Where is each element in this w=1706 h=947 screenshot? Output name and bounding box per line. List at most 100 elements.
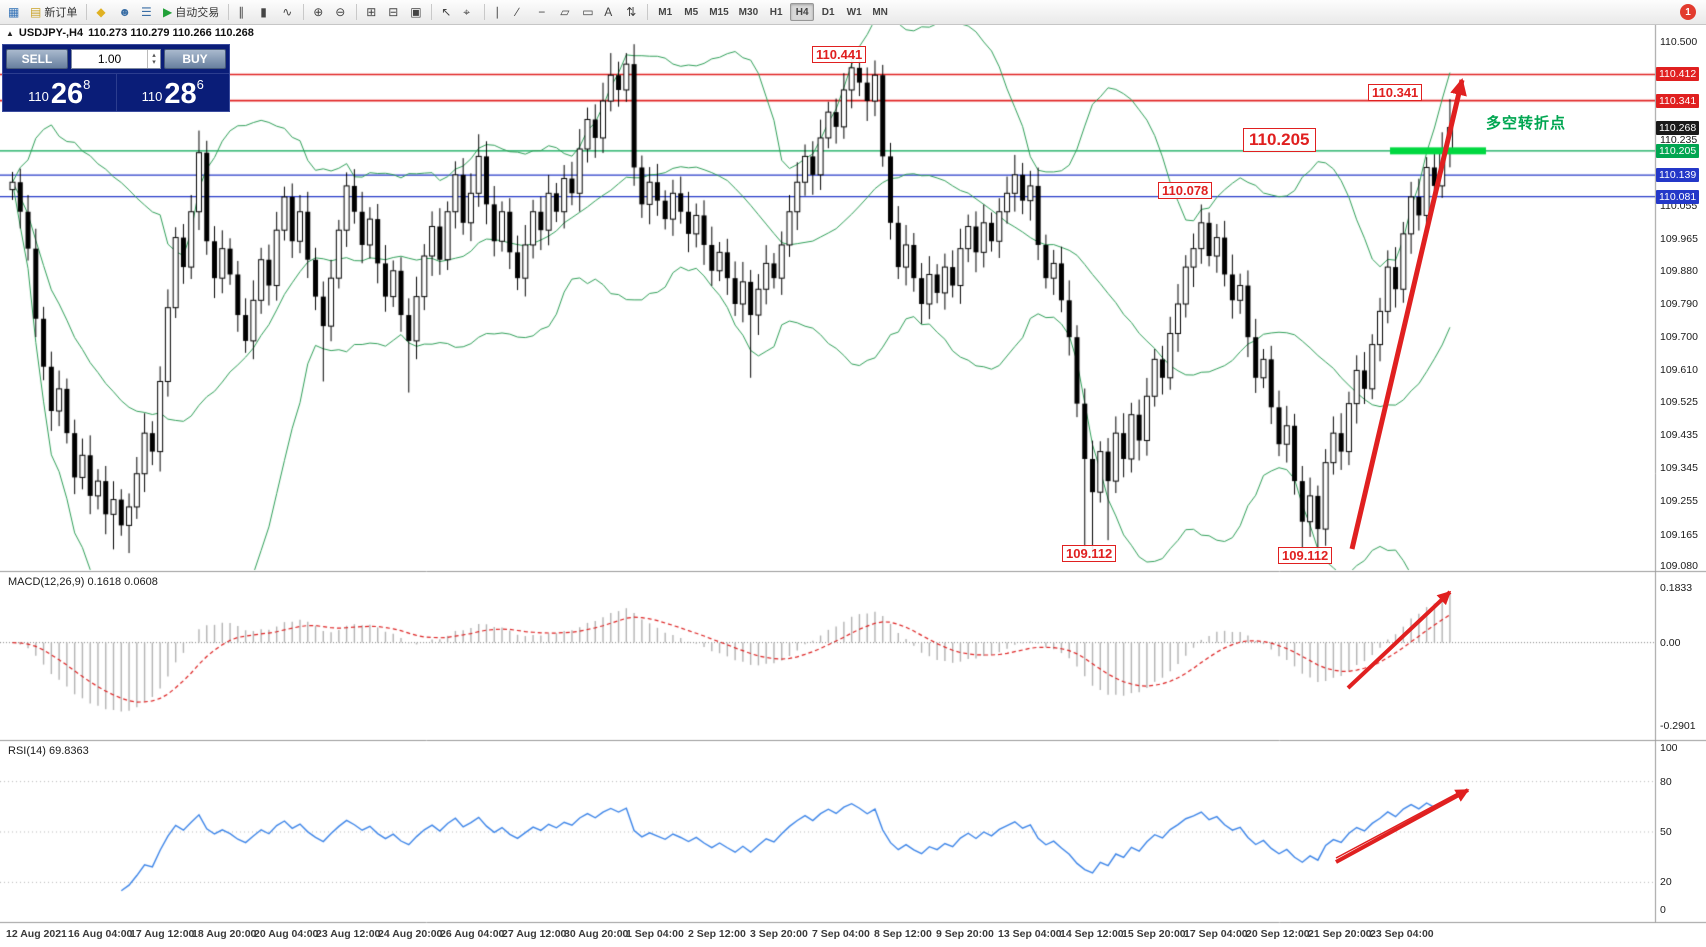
line-chart-icon: ∿ [282, 5, 293, 19]
price-badge-110.205: 110.205 [1656, 143, 1700, 158]
cursor-icon[interactable]: ↖ [437, 2, 457, 22]
history-icon[interactable]: ☰ [137, 2, 157, 22]
vertical-line-icon[interactable]: ∣ [490, 2, 510, 22]
price-tick: 109.255 [1660, 495, 1698, 508]
timeframe-button-H1[interactable]: H1 [764, 3, 788, 21]
timeframe-button-M1[interactable]: M1 [653, 3, 677, 21]
price-tick: 109.610 [1660, 364, 1698, 377]
rsi-axis-label: 80 [1660, 775, 1672, 788]
timeframe-button-M15[interactable]: M15 [705, 3, 732, 21]
auto-arrange-icon: ▣ [410, 5, 422, 19]
line-chart-icon[interactable]: ∿ [278, 2, 298, 22]
trendline-icon: ∕ [516, 5, 519, 19]
macd-label: MACD(12,26,9) 0.1618 0.0608 [8, 576, 158, 588]
timeframe-button-MN[interactable]: MN [868, 3, 892, 21]
turning-point-note: 多空转折点 [1486, 115, 1567, 132]
cascade-windows-icon[interactable]: ⊟ [384, 2, 404, 22]
price-callout-110.205: 110.205 [1243, 128, 1316, 152]
toolbar-separator [356, 4, 358, 20]
bar-chart-icon: ∥ [238, 5, 245, 19]
crosshair-icon[interactable]: ⌖ [459, 2, 479, 22]
accounts-icon: ☻ [118, 5, 131, 19]
tile-windows-icon[interactable]: ⊞ [362, 2, 382, 22]
price-divider [115, 74, 117, 111]
candlestick-chart-icon[interactable]: ▮ [256, 2, 276, 22]
symbol-period: USDJPY-,H4 [18, 27, 84, 39]
price-callout-110.078: 110.078 [1158, 182, 1213, 199]
zoom-out-icon: ⊖ [335, 5, 346, 19]
favorites-icon[interactable]: ◆ [92, 2, 112, 22]
zoom-in-icon[interactable]: ⊕ [309, 2, 329, 22]
sell-price-pip: 8 [83, 77, 91, 92]
timeframe-button-H4[interactable]: H4 [790, 3, 815, 21]
new-order-button[interactable]: ▤ 新订单 [26, 2, 81, 22]
arrows-icon: ⇅ [626, 5, 637, 19]
zoom-out-icon[interactable]: ⊖ [331, 2, 351, 22]
autotrade-button: ▶ [162, 5, 173, 19]
time-axis-label: 15 Sep 20:00 [1122, 928, 1186, 940]
buy-price[interactable]: 110 28 6 [117, 74, 230, 111]
timeframe-button-M5[interactable]: M5 [679, 3, 703, 21]
bar-chart-icon[interactable]: ∥ [234, 2, 254, 22]
macd-axis-label: 0.1833 [1660, 581, 1693, 594]
lot-stepper[interactable]: ▴ ▾ [147, 50, 160, 68]
cascade-windows-icon: ⊟ [388, 5, 399, 19]
cursor-icon: ↖ [441, 5, 452, 19]
ohlc-values: 110.273 110.279 110.266 110.268 [88, 27, 254, 39]
lot-size-field[interactable]: 1.00 ▴ ▾ [71, 49, 161, 69]
price-badge-110.081: 110.081 [1656, 189, 1700, 204]
buy-price-pip: 6 [196, 77, 204, 92]
price-tick: 109.165 [1660, 528, 1698, 541]
trendline-icon[interactable]: ∕ [512, 2, 532, 22]
autotrade-button-label: 自动交易 [175, 7, 220, 19]
price-tick: 109.965 [1660, 233, 1698, 246]
toolbar-separator [303, 4, 305, 20]
toolbar-separator [647, 4, 649, 20]
oneclick-toggle-icon[interactable]: ▲ [6, 28, 14, 38]
price-tick: 109.790 [1660, 297, 1698, 310]
one-click-trading-panel: SELL 1.00 ▴ ▾ BUY 110 26 8 110 28 6 [2, 44, 230, 112]
price-tick: 109.435 [1660, 428, 1698, 441]
timeframe-button-D1[interactable]: D1 [816, 3, 840, 21]
time-axis-label: 17 Sep 04:00 [1184, 928, 1248, 940]
horizontal-line-icon: − [538, 5, 546, 19]
lot-down-icon[interactable]: ▾ [152, 59, 156, 66]
sell-price[interactable]: 110 26 8 [3, 74, 116, 111]
price-badge-110.412: 110.412 [1656, 67, 1700, 82]
lot-value[interactable]: 1.00 [97, 52, 122, 66]
terminal-icon[interactable]: ▦ [4, 2, 24, 22]
timeframe-button-W1[interactable]: W1 [842, 3, 866, 21]
sell-button[interactable]: SELL [6, 49, 68, 69]
time-axis-label: 14 Sep 12:00 [1060, 928, 1124, 940]
price-badge-110.139: 110.139 [1656, 168, 1700, 183]
price-tick: 109.080 [1660, 559, 1698, 572]
text-icon[interactable]: A [600, 2, 620, 22]
toolbar-separator [228, 4, 230, 20]
price-badge-110.341: 110.341 [1656, 93, 1700, 108]
toolbar: ▦ ▤ 新订单 ◆ ☻ ☰ ▶ 自动交易 ∥ ▮ ∿ ⊕ ⊖ ⊞ ⊟ ▣ ↖ ⌖ ∣ ∕ − ▱ ▭ A ⇅ M1 M5 M15 M30… [0, 0, 1706, 25]
lot-up-icon[interactable]: ▴ [152, 52, 156, 59]
price-callout-109.112: 109.112 [1278, 547, 1333, 564]
rsi-axis-label: 0 [1660, 904, 1666, 916]
buy-button[interactable]: BUY [164, 49, 226, 69]
rsi-axis-label: 50 [1660, 826, 1672, 838]
timeframe-button-M30[interactable]: M30 [735, 3, 762, 21]
trade-panel-controls: SELL 1.00 ▴ ▾ BUY [3, 45, 229, 73]
horizontal-line-icon[interactable]: − [534, 2, 554, 22]
sell-price-prefix: 110 [28, 89, 49, 104]
price-tick: 109.345 [1660, 462, 1698, 475]
time-axis-label: 23 Sep 04:00 [1370, 928, 1434, 940]
accounts-icon[interactable]: ☻ [114, 2, 135, 22]
price-tick: 110.235 [1660, 133, 1698, 146]
channel-icon[interactable]: ▱ [556, 2, 576, 22]
auto-arrange-icon[interactable]: ▣ [406, 2, 426, 22]
price-tick: 109.700 [1660, 331, 1698, 344]
notification-badge[interactable]: 1 [1680, 4, 1696, 20]
time-axis-label: 1 Sep 04:00 [626, 928, 684, 940]
arrows-icon[interactable]: ⇅ [622, 2, 642, 22]
autotrade-button[interactable]: ▶ 自动交易 [159, 2, 223, 22]
shapes-icon: ▭ [582, 5, 594, 19]
shapes-icon[interactable]: ▭ [578, 2, 598, 22]
new-order-button: ▤ [30, 5, 42, 19]
